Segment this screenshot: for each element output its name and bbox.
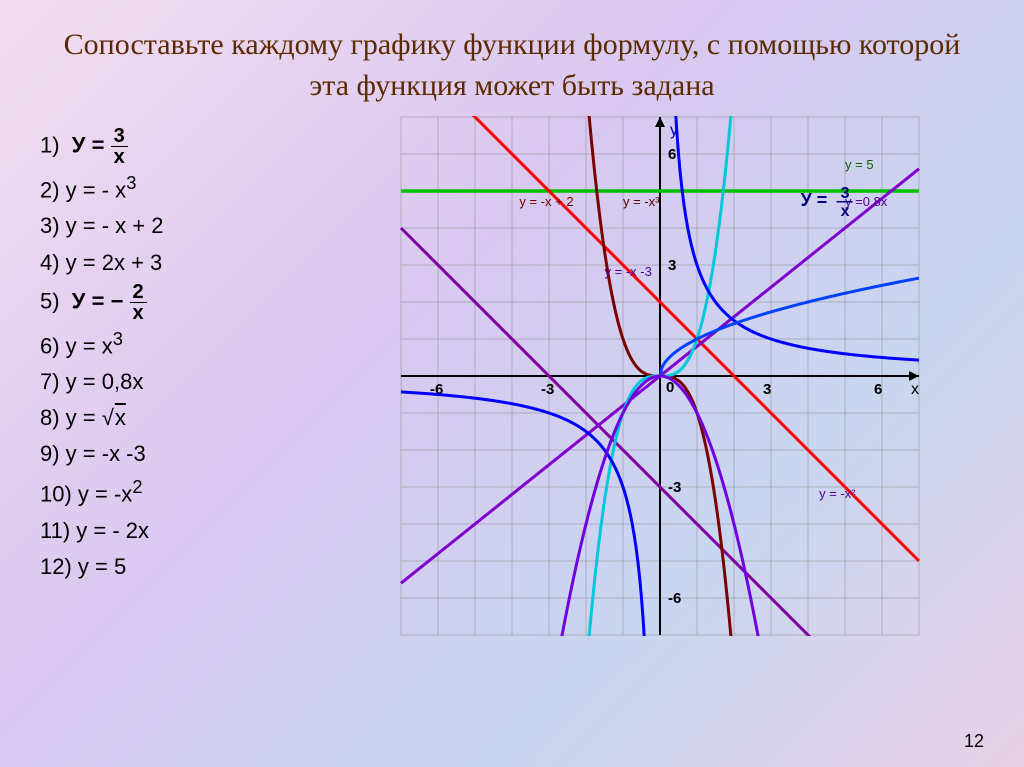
svg-text:у = -х³: у = -х³	[623, 194, 660, 209]
formula-11: 11) у = - 2х	[40, 514, 340, 548]
svg-text:х: х	[841, 203, 850, 220]
formula-2: 2) у = - х3	[40, 169, 340, 207]
formula-1: 1) У = 3х	[40, 126, 340, 167]
svg-text:х: х	[911, 381, 919, 398]
svg-text:у = -х + 2: у = -х + 2	[519, 194, 573, 209]
page-title: Сопоставьте каждому графику функции форм…	[0, 0, 1024, 116]
svg-text:-3: -3	[541, 381, 554, 398]
page-number: 12	[964, 731, 984, 752]
formula-7: 7) у = 0,8х	[40, 365, 340, 399]
svg-text:у = -х²: у = -х²	[819, 486, 856, 501]
formula-5: 5) У = − 2х	[40, 282, 340, 323]
formula-4: 4) у = 2х + 3	[40, 246, 340, 280]
formula-8: 8) у = √х	[40, 401, 340, 435]
svg-text:3: 3	[841, 185, 850, 202]
svg-text:у = 5: у = 5	[845, 157, 874, 172]
formula-10: 10) у = -х2	[40, 473, 340, 511]
formula-12: 12) у = 5	[40, 550, 340, 584]
svg-text:у = -х -3: у = -х -3	[605, 264, 652, 279]
formula-9: 9) у = -х -3	[40, 437, 340, 471]
function-chart: -6-336-6-3360уху = 5у =0,8хУ =3ху = -х +…	[360, 116, 960, 636]
svg-text:У =: У =	[801, 190, 828, 210]
formula-3: 3) у = - х + 2	[40, 209, 340, 243]
svg-text:6: 6	[874, 381, 882, 398]
formula-list: 1) У = 3х 2) у = - х3 3) у = - х + 2 4) …	[40, 116, 340, 586]
svg-text:3: 3	[763, 381, 771, 398]
svg-text:-3: -3	[668, 479, 681, 496]
formula-6: 6) у = х3	[40, 325, 340, 363]
svg-text:3: 3	[668, 257, 676, 274]
content-row: 1) У = 3х 2) у = - х3 3) у = - х + 2 4) …	[0, 116, 1024, 586]
svg-text:6: 6	[668, 146, 676, 163]
chart-container: -6-336-6-3360уху = 5у =0,8хУ =3ху = -х +…	[340, 116, 984, 586]
svg-text:-6: -6	[668, 590, 681, 607]
